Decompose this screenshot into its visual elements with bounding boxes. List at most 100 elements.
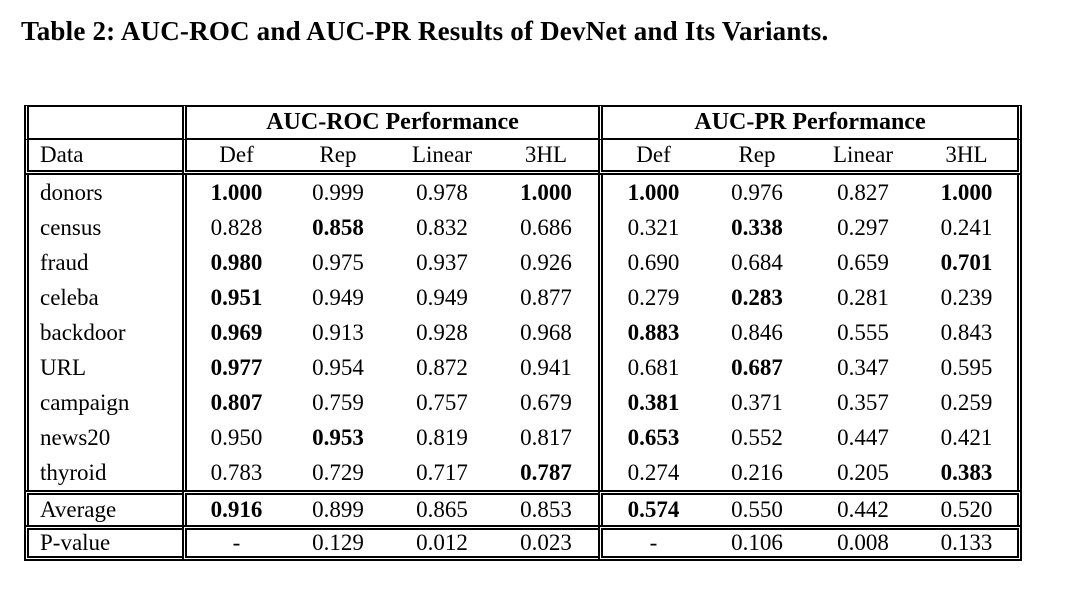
value-cell: 0.421 [916, 420, 1022, 455]
value-cell: 0.832 [416, 214, 468, 240]
value-cell: 0.259 [916, 385, 1022, 420]
table-row: thyroid 0.783 0.729 0.717 0.787 0.274 0.216 0.2… [24, 455, 1022, 490]
value-cell: 0.690 [598, 245, 704, 280]
value-cell: 0.008 [810, 525, 916, 561]
value-cell: 0.858 [312, 214, 364, 240]
value-cell: 0.717 [416, 459, 468, 485]
corner-cell [24, 105, 182, 140]
row-label: URL [24, 350, 182, 385]
value-cell: 0.381 [598, 385, 704, 420]
value-cell: 0.949 [416, 284, 468, 310]
value-cell: 0.827 [837, 179, 889, 205]
value-cell: 0.951 [182, 280, 286, 315]
row-label: Average [24, 490, 182, 525]
value-cell: 0.978 [416, 179, 468, 205]
table-row: backdoor 0.969 0.913 0.928 0.968 0.883 0.846 0.… [24, 315, 1022, 350]
table-row: fraud 0.980 0.975 0.937 0.926 0.690 0.684 0.659… [24, 245, 1022, 280]
value-cell: 0.729 [312, 459, 364, 485]
value-cell: 0.552 [731, 424, 783, 450]
value-cell: 0.937 [416, 249, 468, 275]
row-label: fraud [24, 245, 182, 280]
row-label: celeba [24, 280, 182, 315]
value-cell: - [182, 525, 286, 561]
value-cell: 0.975 [312, 249, 364, 275]
table-row: campaign 0.807 0.759 0.757 0.679 0.381 0.371 0.… [24, 385, 1022, 420]
value-cell: 0.133 [916, 525, 1022, 561]
value-cell: 0.383 [916, 455, 1022, 490]
value-cell: 0.687 [731, 354, 783, 380]
value-cell: 0.595 [916, 350, 1022, 385]
row-label: donors [24, 175, 182, 210]
value-cell: 0.853 [494, 490, 598, 525]
value-cell: 0.976 [731, 179, 783, 205]
col-header-def-roc: Def [182, 140, 286, 175]
value-cell: 0.949 [312, 284, 364, 310]
value-cell: - [598, 525, 704, 561]
value-cell: 0.012 [390, 525, 494, 561]
value-cell: 0.520 [916, 490, 1022, 525]
col-header-def-pr: Def [598, 140, 704, 175]
value-cell: 0.941 [520, 354, 572, 380]
value-cell: 0.913 [312, 319, 364, 345]
value-cell: 0.953 [312, 424, 364, 450]
value-cell: 0.442 [810, 490, 916, 525]
value-cell: 0.347 [837, 354, 889, 380]
value-cell: 0.757 [416, 389, 468, 415]
row-label: backdoor [24, 315, 182, 350]
table-row: census 0.828 0.858 0.832 0.686 0.321 0.338 0.29… [24, 210, 1022, 245]
value-cell: 0.883 [598, 315, 704, 350]
table-caption: Table 2: AUC-ROC and AUC-PR Results of D… [21, 16, 829, 46]
value-cell: 1.000 [916, 175, 1022, 210]
col-header-3hl-roc: 3HL [494, 140, 598, 175]
value-cell: 0.783 [182, 455, 286, 490]
value-cell: 0.241 [916, 210, 1022, 245]
group-header-auc-pr: AUC-PR Performance [598, 105, 1022, 140]
value-cell: 0.807 [182, 385, 286, 420]
col-header-rep-pr: Rep [704, 140, 810, 175]
value-cell: 0.846 [731, 319, 783, 345]
value-cell: 1.000 [520, 179, 572, 205]
value-cell: 0.686 [520, 214, 572, 240]
data-column-header: Data [24, 140, 182, 175]
value-cell: 0.681 [598, 350, 704, 385]
value-cell: 0.926 [520, 249, 572, 275]
value-cell: 0.899 [286, 490, 390, 525]
value-cell: 0.843 [916, 315, 1022, 350]
row-label: P-value [24, 525, 182, 561]
value-cell: 0.877 [520, 284, 572, 310]
value-cell: 0.928 [416, 319, 468, 345]
table-row: news20 0.950 0.953 0.819 0.817 0.653 0.552 0.44… [24, 420, 1022, 455]
value-cell: 0.817 [520, 424, 572, 450]
table-row: P-value -0.129 0.012 0.023-0.106 0.008 0.133 [24, 525, 1022, 561]
value-cell: 0.281 [837, 284, 889, 310]
value-cell: 0.968 [520, 319, 572, 345]
value-cell: 0.239 [916, 280, 1022, 315]
value-cell: 0.659 [837, 249, 889, 275]
value-cell: 0.684 [731, 249, 783, 275]
value-cell: 0.283 [731, 284, 783, 310]
value-cell: 1.000 [598, 175, 704, 210]
value-cell: 0.872 [416, 354, 468, 380]
value-cell: 0.371 [731, 389, 783, 415]
value-cell: 0.679 [520, 389, 572, 415]
value-cell: 0.701 [916, 245, 1022, 280]
value-cell: 0.787 [520, 459, 572, 485]
value-cell: 0.916 [182, 490, 286, 525]
table-row: URL 0.977 0.954 0.872 0.941 0.681 0.687 0.347 0.… [24, 350, 1022, 385]
col-header-3hl-pr: 3HL [916, 140, 1022, 175]
col-header-rep-roc: Rep [286, 140, 390, 175]
value-cell: 0.216 [731, 459, 783, 485]
table-row: Average 0.916 0.899 0.865 0.853 0.574 0.550 0.4… [24, 490, 1022, 525]
value-cell: 0.129 [286, 525, 390, 561]
value-cell: 0.106 [704, 525, 810, 561]
value-cell: 0.338 [731, 214, 783, 240]
value-cell: 0.819 [416, 424, 468, 450]
value-cell: 0.954 [312, 354, 364, 380]
value-cell: 0.205 [837, 459, 889, 485]
value-cell: 0.865 [390, 490, 494, 525]
col-header-linear-roc: Linear [390, 140, 494, 175]
value-cell: 0.969 [182, 315, 286, 350]
results-table: AUC-ROC Performance AUC-PR Performance D… [24, 105, 1022, 561]
value-cell: 0.980 [182, 245, 286, 280]
